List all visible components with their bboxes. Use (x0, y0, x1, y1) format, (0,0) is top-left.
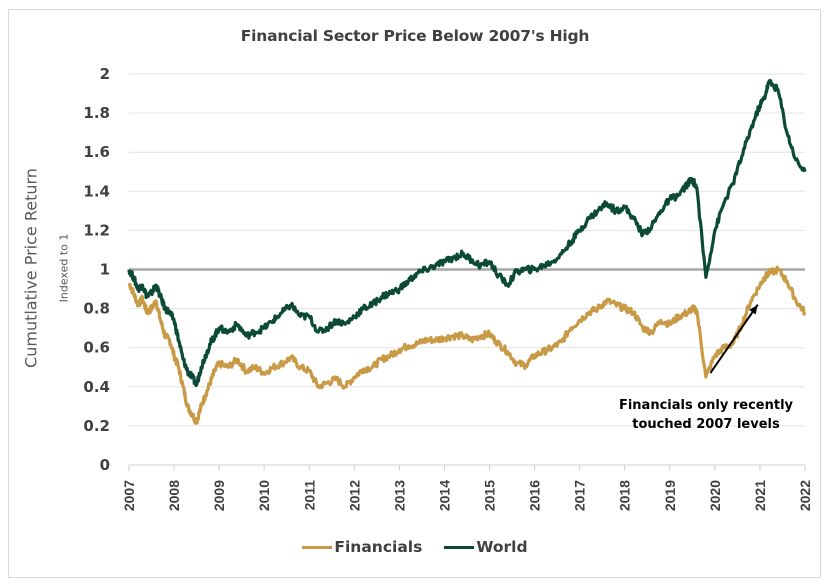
series-line-world (127, 78, 807, 388)
y-tick-label: 1.4 (83, 182, 110, 200)
x-tick-label: 2014 (436, 480, 452, 511)
legend-swatch-financials (302, 545, 333, 549)
series-line-financials (127, 265, 807, 425)
x-tick-label: 2018 (617, 480, 633, 511)
x-tick-label: 2011 (301, 480, 317, 511)
y-tick-label: 0.6 (83, 339, 110, 357)
chart-frame (8, 9, 821, 578)
x-tick-label: 2020 (707, 480, 723, 511)
x-tick-label: 2009 (211, 480, 227, 511)
legend-item-world: World (444, 538, 528, 556)
y-tick-labels: 0 0.2 0.4 0.6 0.8 1 1.2 1.4 1.6 1.8 2 (83, 65, 110, 474)
gridlines (129, 73, 805, 427)
y-tick-label: 1.6 (83, 143, 110, 161)
chart-title: Financial Sector Price Below 2007's High (240, 27, 590, 45)
y-tick-label: 1.8 (83, 104, 110, 122)
annotation-arrow-head (749, 304, 758, 315)
x-tick-label: 2015 (482, 480, 498, 511)
x-tick-label: 2016 (527, 480, 543, 511)
legend: Financials World (0, 538, 830, 556)
x-tick-labels: 2007 2008 2009 2010 2011 2012 2013 2014 2015 2016… (121, 480, 813, 511)
x-tick-label: 2008 (166, 480, 182, 511)
annotation-arrow-shaft (709, 304, 759, 374)
y-tick-label: 0.8 (83, 300, 110, 318)
y-tick-label: 0.4 (83, 378, 110, 396)
annotation-line-2: touched 2007 levels (632, 417, 780, 432)
x-tick-label: 2007 (121, 480, 137, 511)
series-group (127, 78, 807, 425)
y-tick-label: 1 (100, 261, 110, 279)
y-tick-label: 1.2 (83, 221, 110, 239)
x-axis (128, 464, 806, 471)
x-tick-label: 2022 (797, 480, 813, 511)
x-tick-label: 2013 (391, 480, 407, 511)
annotation-text: Financials only recently touched 2007 le… (596, 396, 816, 434)
x-tick-label: 2021 (752, 480, 768, 511)
legend-label-world: World (476, 538, 528, 556)
y-tick-label: 2 (100, 65, 110, 83)
annotation-arrow-group (709, 304, 759, 374)
annotation-line-1: Financials only recently (618, 398, 794, 413)
legend-label-financials: Financials (334, 538, 423, 556)
y-tick-label: 0 (100, 456, 110, 474)
y-tick-label: 0.2 (83, 417, 110, 435)
x-tick-label: 2010 (256, 480, 272, 511)
x-tick-label: 2017 (572, 480, 588, 511)
legend-item-financials: Financials (302, 538, 422, 556)
x-tick-label: 2019 (662, 480, 678, 511)
legend-swatch-world (444, 545, 475, 549)
x-tick-label: 2012 (346, 480, 362, 511)
